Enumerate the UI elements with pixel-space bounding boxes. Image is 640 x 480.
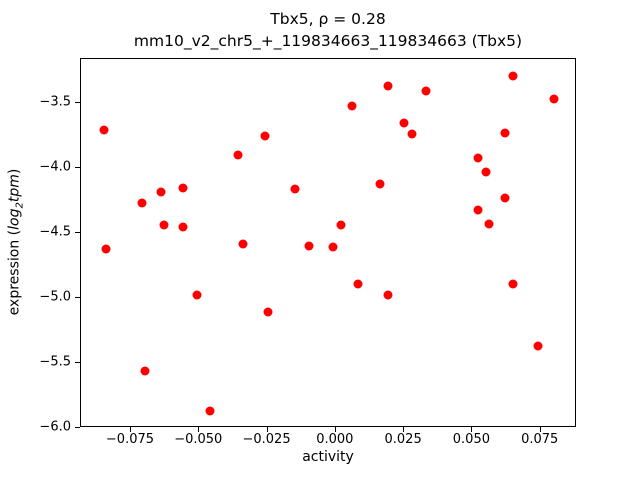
scatter-point bbox=[156, 187, 166, 197]
scatter-point bbox=[347, 101, 357, 111]
scatter-point bbox=[137, 198, 147, 208]
y-tick-mark bbox=[75, 427, 80, 428]
scatter-point bbox=[407, 129, 417, 139]
scatter-point bbox=[549, 94, 559, 104]
x-tick-mark bbox=[539, 427, 541, 432]
y-tick-mark bbox=[75, 102, 80, 104]
x-tick-label: −0.075 bbox=[105, 432, 155, 447]
scatter-point bbox=[233, 150, 242, 160]
scatter-point bbox=[508, 279, 518, 289]
y-tick-label: −4.5 bbox=[39, 224, 71, 240]
plot-area bbox=[80, 58, 576, 427]
scatter-point bbox=[473, 205, 483, 215]
y-tick-label: −5.0 bbox=[39, 289, 71, 305]
x-tick-mark bbox=[198, 427, 200, 432]
scatter-point bbox=[238, 239, 248, 248]
x-tick-label: 0.000 bbox=[316, 432, 354, 447]
x-tick-mark bbox=[129, 427, 131, 432]
scatter-point bbox=[500, 193, 510, 203]
scatter-point bbox=[290, 184, 300, 194]
y-tick-label: −3.5 bbox=[39, 94, 71, 110]
y-axis-label-var: tpm bbox=[6, 174, 23, 203]
y-tick-label: −5.5 bbox=[39, 354, 71, 370]
x-tick-mark bbox=[334, 427, 336, 432]
scatter-point bbox=[533, 341, 543, 351]
scatter-point bbox=[260, 131, 270, 141]
scatter-point bbox=[375, 179, 385, 189]
x-tick-label: 0.075 bbox=[521, 432, 559, 447]
scatter-point bbox=[508, 71, 518, 81]
scatter-point bbox=[328, 242, 338, 252]
chart-title-line2: mm10_v2_chr5_+_119834663_119834663 (Tbx5… bbox=[133, 32, 523, 50]
x-tick-label: −0.050 bbox=[174, 432, 223, 447]
scatter-point bbox=[399, 118, 409, 128]
scatter-point bbox=[192, 290, 202, 300]
scatter-point bbox=[140, 366, 150, 376]
scatter-point bbox=[304, 241, 313, 251]
scatter-point bbox=[101, 244, 111, 254]
scatter-point bbox=[178, 183, 188, 193]
x-axis-label: activity bbox=[302, 449, 354, 465]
y-tick-mark bbox=[75, 232, 80, 234]
x-tick-label: 0.025 bbox=[384, 432, 422, 447]
y-tick-mark bbox=[75, 167, 80, 169]
scatter-point bbox=[383, 290, 393, 300]
scatter-point bbox=[263, 307, 273, 317]
scatter-point bbox=[178, 222, 188, 232]
scatter-point bbox=[159, 220, 169, 230]
chart-title-line1: Tbx5, ρ = 0.28 bbox=[270, 10, 386, 28]
x-tick-mark bbox=[403, 427, 405, 432]
scatter-point bbox=[481, 167, 491, 177]
x-tick-mark bbox=[471, 427, 473, 432]
x-tick-label: 0.050 bbox=[452, 432, 490, 447]
chart-title: Tbx5, ρ = 0.28 mm10_v2_chr5_+_119834663_… bbox=[80, 8, 576, 52]
scatter-point bbox=[500, 128, 510, 138]
scatter-point bbox=[421, 86, 431, 96]
scatter-point bbox=[99, 125, 109, 135]
y-tick-mark bbox=[75, 297, 80, 299]
scatter-point bbox=[353, 279, 363, 289]
y-tick-label: −6.0 bbox=[39, 419, 71, 435]
x-tick-label: −0.025 bbox=[242, 432, 291, 447]
scatter-point bbox=[473, 153, 483, 163]
scatter-point bbox=[484, 219, 494, 229]
scatter-point bbox=[383, 81, 393, 91]
scatter-point bbox=[205, 406, 215, 416]
y-axis-label-sub: 2 bbox=[14, 202, 26, 209]
scatter-point bbox=[336, 220, 346, 230]
y-tick-label: −4.0 bbox=[39, 159, 71, 175]
x-tick-mark bbox=[266, 427, 268, 432]
y-tick-mark bbox=[75, 362, 80, 364]
